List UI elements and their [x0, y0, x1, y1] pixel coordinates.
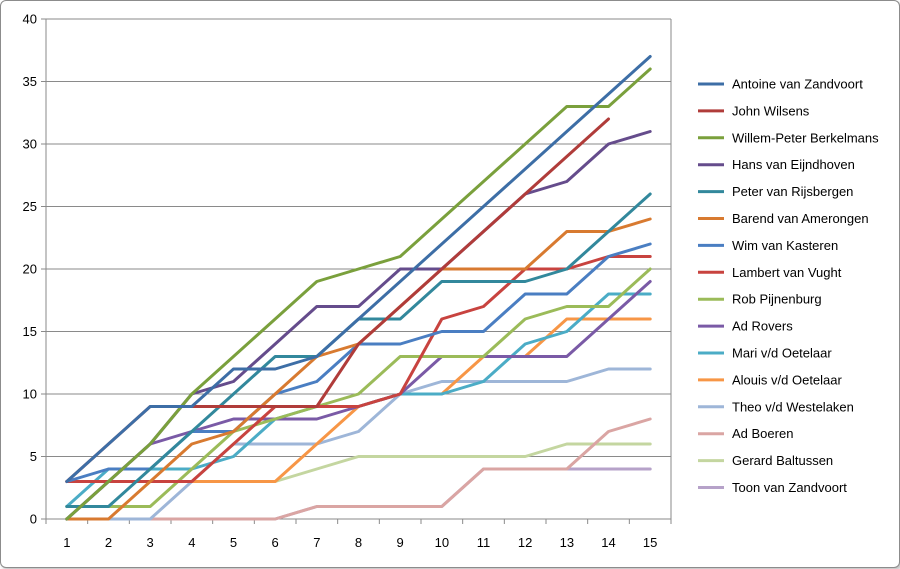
- legend-label: Lambert van Vught: [732, 265, 842, 280]
- legend-label: Ad Rovers: [732, 319, 793, 334]
- legend-label: Alouis v/d Oetelaar: [732, 372, 843, 387]
- x-tick-label: 15: [643, 535, 657, 550]
- x-tick-label: 12: [518, 535, 532, 550]
- series-line-5: [65, 217, 652, 521]
- series-line-3: [65, 130, 652, 521]
- series-line-8: [65, 267, 652, 508]
- legend-label: Gerard Baltussen: [732, 453, 833, 468]
- x-tick-label: 3: [147, 535, 154, 550]
- y-tick-label: 15: [23, 324, 37, 339]
- x-tick-label: 13: [560, 535, 574, 550]
- series-lines: [65, 55, 652, 521]
- legend-label: Willem-Peter Berkelmans: [732, 130, 879, 145]
- legend-label: Rob Pijnenburg: [732, 292, 822, 307]
- y-tick-label: 35: [23, 74, 37, 89]
- x-tick-label: 8: [355, 535, 362, 550]
- legend-label: Theo v/d Westelaken: [732, 399, 854, 414]
- y-tick-label: 10: [23, 387, 37, 402]
- legend-label: Barend van Amerongen: [732, 211, 869, 226]
- y-tick-label: 40: [23, 12, 37, 27]
- legend-label: Wim van Kasteren: [732, 238, 838, 253]
- y-tick-label: 20: [23, 262, 37, 277]
- legend-label: Peter van Rijsbergen: [732, 184, 853, 199]
- legend-label: Mari v/d Oetelaar: [732, 346, 832, 361]
- series-line-13: [65, 417, 652, 521]
- y-tick-label: 5: [30, 449, 37, 464]
- legend-label: John Wilsens: [732, 103, 810, 118]
- x-tick-label: 14: [601, 535, 615, 550]
- x-tick-label: 10: [435, 535, 449, 550]
- axes: [41, 18, 672, 524]
- series-line-7: [65, 255, 652, 483]
- y-tick-label: 0: [30, 512, 37, 527]
- x-tick-label: 2: [105, 535, 112, 550]
- x-tick-label: 11: [477, 535, 491, 550]
- x-tick-label: 6: [272, 535, 279, 550]
- legend-label: Toon van Zandvoort: [732, 480, 847, 495]
- series-line-0: [65, 55, 652, 483]
- y-tick-label: 25: [23, 199, 37, 214]
- series-line-4: [65, 192, 652, 508]
- x-tick-label: 1: [63, 535, 70, 550]
- legend: Antoine van Zandvoort John Wilsens Willem-…: [698, 77, 879, 495]
- y-tick-label: 30: [23, 137, 37, 152]
- x-tick-label: 7: [313, 535, 320, 550]
- x-tick-label: 4: [188, 535, 195, 550]
- legend-label: Antoine van Zandvoort: [732, 77, 863, 92]
- legend-label: Ad Boeren: [732, 426, 793, 441]
- legend-label: Hans van Eijndhoven: [732, 157, 855, 172]
- x-tick-label: 5: [230, 535, 237, 550]
- gridlines: [46, 18, 671, 457]
- series-line-2: [65, 67, 652, 521]
- series-line-12: [65, 367, 652, 521]
- x-tick-label: 9: [397, 535, 404, 550]
- series-line-10: [65, 292, 652, 508]
